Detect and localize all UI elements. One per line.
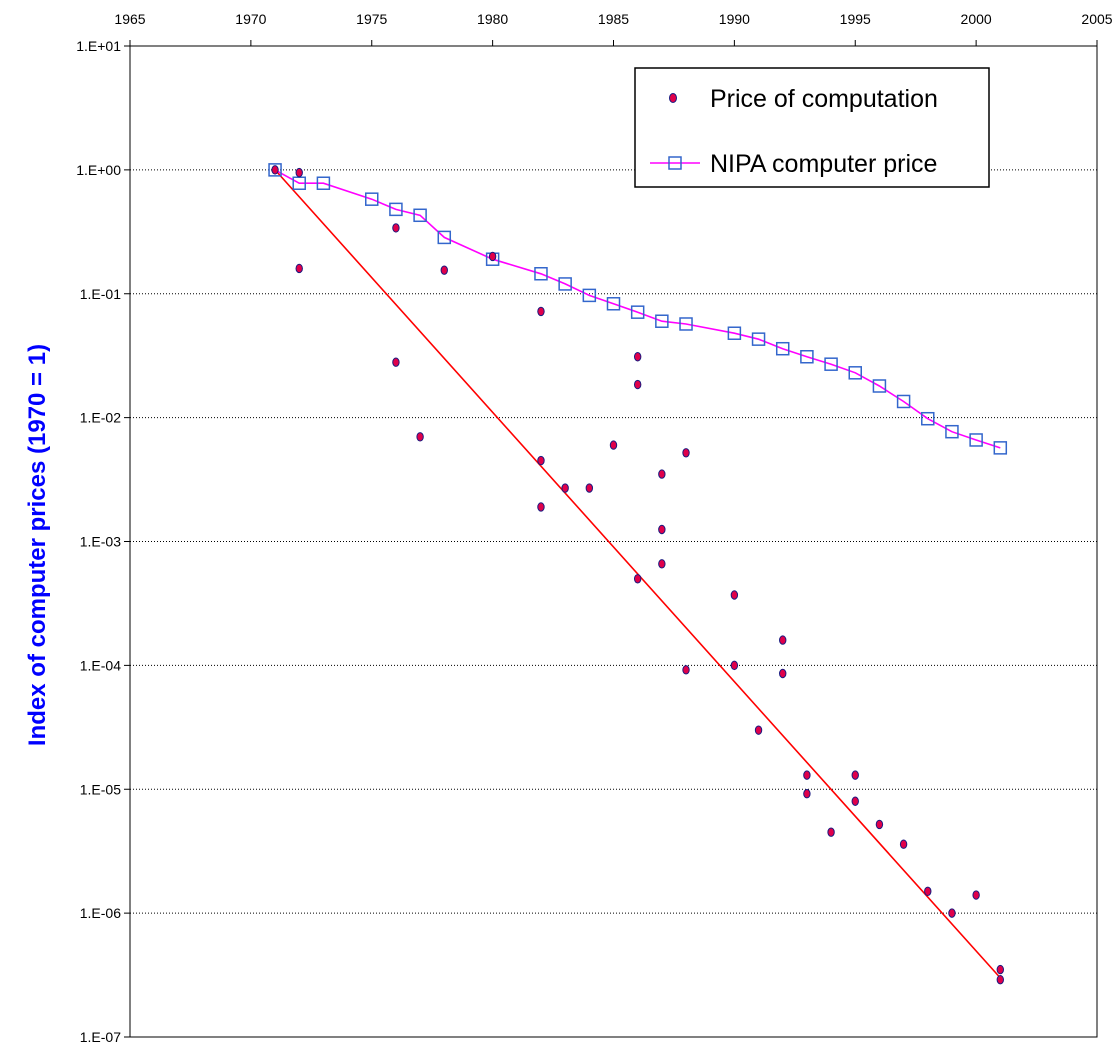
nipa-price-point <box>679 317 693 331</box>
nipa-price-point <box>775 341 790 356</box>
computation-price-point <box>803 789 811 799</box>
computation-price-point <box>851 770 859 780</box>
x-tick-label: 1980 <box>477 11 508 27</box>
computation-price-point <box>875 819 884 830</box>
y-tick-label: 1.E-06 <box>80 905 121 921</box>
trend-line <box>274 169 1001 979</box>
nipa-price-point <box>969 433 983 447</box>
nipa-price-point <box>606 297 621 311</box>
computation-price-point <box>996 964 1004 975</box>
computation-price-point <box>730 590 739 600</box>
computation-price-point <box>996 975 1004 985</box>
y-tick-label: 1.E+01 <box>76 38 121 54</box>
computation-price-point <box>633 352 642 362</box>
gridlines <box>130 169 1097 914</box>
computation-price-point <box>948 908 956 918</box>
legend-label-nipa-computer-price: NIPA computer price <box>710 150 937 178</box>
x-tick-label: 1990 <box>719 11 750 27</box>
y-axis-title: Index of computer prices (1970 = 1) <box>24 344 51 746</box>
computation-price-point <box>537 306 545 317</box>
nipa-price-line <box>274 169 1001 449</box>
x-tick-label: 1970 <box>235 11 266 27</box>
computation-price-point <box>416 432 424 442</box>
x-tick-label: 1975 <box>356 11 387 27</box>
computation-price-point <box>633 574 642 584</box>
y-axis-title-group: Index of computer prices (1970 = 1) <box>24 344 51 746</box>
nipa-price-point <box>848 366 862 380</box>
nipa-price-point <box>945 424 959 439</box>
x-tick-label: 1985 <box>598 11 629 27</box>
x-tick-label: 2005 <box>1081 11 1112 27</box>
y-axis: 1.E-07 1.E-06 1.E-05 1.E-04 1.E-03 1.E-02 1.E-… <box>76 38 130 1045</box>
computation-price-point <box>537 455 545 466</box>
nipa-price-point <box>558 277 572 291</box>
computation-price-point <box>537 502 545 512</box>
nipa-price-point <box>751 332 766 346</box>
nipa-price-point <box>316 176 331 190</box>
y-tick-label: 1.E-03 <box>80 534 121 550</box>
x-tick-label: 2000 <box>961 11 992 27</box>
nipa-price-point <box>365 192 379 206</box>
computation-price-point <box>754 725 763 735</box>
computation-price-point <box>392 223 400 233</box>
series-layer <box>268 163 1008 985</box>
computation-price-point <box>779 635 787 645</box>
nipa-price-point <box>582 288 597 303</box>
computation-price-point <box>440 265 448 275</box>
computation-price-point <box>295 167 303 178</box>
nipa-price-point <box>896 394 911 409</box>
computation-price-point <box>633 379 642 390</box>
nipa-price-point <box>921 411 935 426</box>
y-tick-label: 1.E-01 <box>80 286 121 302</box>
y-tick-label: 1.E-07 <box>80 1029 121 1045</box>
y-tick-label: 1.E-05 <box>80 781 121 797</box>
computation-price-point <box>295 263 303 274</box>
computation-price-point <box>682 665 690 675</box>
computation-price-point <box>658 524 666 535</box>
computation-price-point <box>682 448 690 458</box>
computation-price-point <box>803 770 811 780</box>
nipa-price-point <box>727 326 742 340</box>
computation-price-point <box>271 165 279 175</box>
legend-box <box>634 67 990 188</box>
nipa-price-point <box>437 230 452 245</box>
computation-price-point <box>972 890 980 900</box>
nipa-price-point <box>534 267 548 281</box>
y-tick-label: 1.E-04 <box>80 657 121 673</box>
x-tick-label: 1965 <box>114 11 145 27</box>
computation-price-point <box>658 469 666 479</box>
computation-price-point <box>730 660 739 671</box>
computation-price-point <box>609 440 618 450</box>
computation-price-point <box>899 839 908 849</box>
nipa-price-point <box>413 208 427 223</box>
nipa-price-point <box>872 379 887 393</box>
legend-marker-price-of-computation <box>669 93 677 103</box>
legend-marker-nipa <box>668 156 682 170</box>
computation-price-point <box>827 827 835 837</box>
x-axis: 1965 1970 1975 1980 1985 1990 1995 2000 2005 <box>114 11 1113 46</box>
nipa-price-point <box>268 163 282 177</box>
legend-label-price-of-computation: Price of computation <box>710 85 938 113</box>
computation-price-point <box>585 483 594 493</box>
y-tick-label: 1.E+00 <box>76 162 121 178</box>
y-tick-label: 1.E-02 <box>80 410 121 426</box>
nipa-price-point <box>993 441 1008 455</box>
nipa-price-point <box>655 314 669 328</box>
legend: Price of computation NIPA computer price <box>634 67 990 188</box>
computation-price-point <box>561 483 569 493</box>
nipa-price-point <box>800 350 814 364</box>
computation-price-point <box>851 796 859 806</box>
computation-price-point <box>658 559 666 569</box>
computation-price-point <box>779 668 787 679</box>
nipa-price-point <box>389 202 403 217</box>
nipa-price-point <box>824 357 838 371</box>
computation-price-point <box>392 357 400 367</box>
x-tick-label: 1995 <box>840 11 871 27</box>
computation-price-point <box>924 886 932 897</box>
computation-price-point <box>488 251 497 262</box>
nipa-price-point <box>630 305 645 319</box>
